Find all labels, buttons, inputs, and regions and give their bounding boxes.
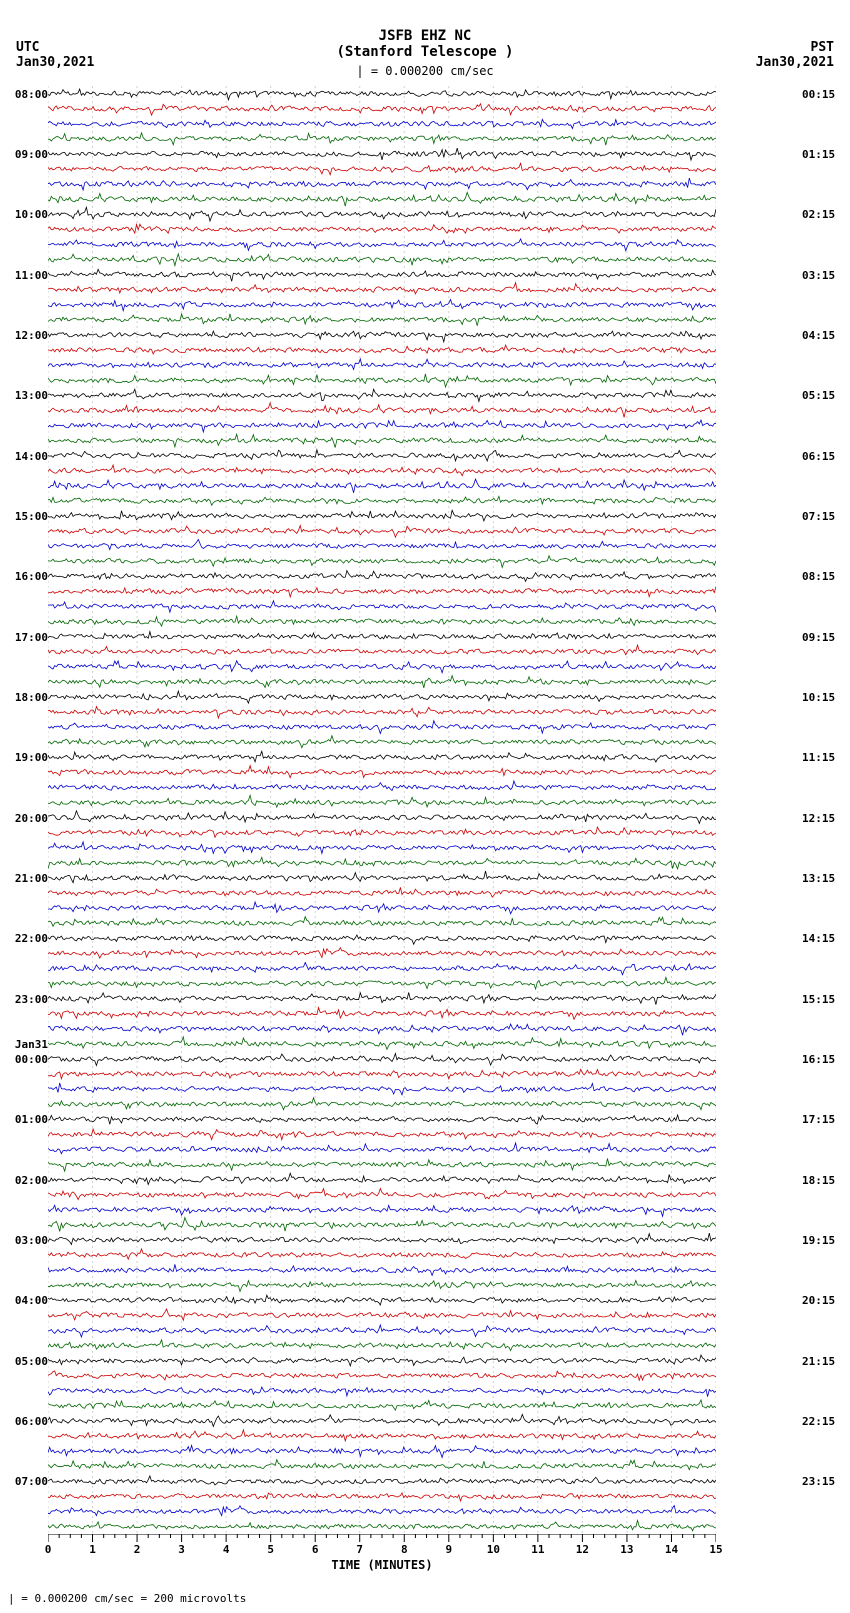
pst-label: 04:15 <box>802 329 835 342</box>
pst-label: 12:15 <box>802 812 835 825</box>
utc-label: 11:00 <box>15 269 48 282</box>
x-axis: TIME (MINUTES) 0123456789101112131415 <box>48 1534 716 1584</box>
utc-label: 08:00 <box>15 88 48 101</box>
pst-label: 03:15 <box>802 269 835 282</box>
pst-label: 11:15 <box>802 751 835 764</box>
utc-label: Jan31 <box>15 1038 48 1051</box>
utc-label: 13:00 <box>15 389 48 402</box>
tz-left-date: Jan30,2021 <box>16 55 94 70</box>
utc-label: 15:00 <box>15 510 48 523</box>
helicorder-plot <box>48 86 716 1534</box>
utc-label: 10:00 <box>15 208 48 221</box>
pst-label: 00:15 <box>802 88 835 101</box>
pst-label: 14:15 <box>802 932 835 945</box>
utc-label: 09:00 <box>15 148 48 161</box>
pst-label: 01:15 <box>802 148 835 161</box>
pst-label: 02:15 <box>802 208 835 221</box>
pst-label: 22:15 <box>802 1415 835 1428</box>
timezone-right: PST Jan30,2021 <box>756 40 834 70</box>
pst-label: 19:15 <box>802 1234 835 1247</box>
timezone-left: UTC Jan30,2021 <box>16 40 94 70</box>
utc-label: 00:00 <box>15 1053 48 1066</box>
pst-label: 17:15 <box>802 1113 835 1126</box>
utc-label: 06:00 <box>15 1415 48 1428</box>
station-name: JSFB EHZ NC <box>0 28 850 44</box>
utc-hour-labels: 08:00 09:00 10:00 11:00 12:00 13:00 14:00 15:00… <box>8 86 48 1534</box>
utc-label: 17:00 <box>15 631 48 644</box>
utc-label: 18:00 <box>15 691 48 704</box>
pst-label: 13:15 <box>802 872 835 885</box>
pst-label: 16:15 <box>802 1053 835 1066</box>
pst-hour-labels: 00:15 01:15 02:15 03:15 04:15 05:15 06:15 07:15… <box>802 86 842 1534</box>
pst-label: 09:15 <box>802 631 835 644</box>
pst-label: 21:15 <box>802 1355 835 1368</box>
utc-label: 05:00 <box>15 1355 48 1368</box>
tz-left-name: UTC <box>16 40 94 55</box>
utc-label: 20:00 <box>15 812 48 825</box>
footer-scale: | = 0.000200 cm/sec = 200 microvolts <box>8 1592 246 1605</box>
pst-label: 05:15 <box>802 389 835 402</box>
scale-bar: | <box>356 64 363 78</box>
tz-right-date: Jan30,2021 <box>756 55 834 70</box>
pst-label: 20:15 <box>802 1294 835 1307</box>
helicorder-svg <box>48 86 716 1534</box>
utc-label: 14:00 <box>15 450 48 463</box>
station-location: (Stanford Telescope ) <box>0 44 850 60</box>
pst-label: 07:15 <box>802 510 835 523</box>
utc-label: 23:00 <box>15 993 48 1006</box>
pst-label: 10:15 <box>802 691 835 704</box>
utc-label: 22:00 <box>15 932 48 945</box>
scale-text: = 0.000200 cm/sec <box>364 64 494 78</box>
utc-label: 16:00 <box>15 570 48 583</box>
utc-label: 02:00 <box>15 1174 48 1187</box>
pst-label: 23:15 <box>802 1475 835 1488</box>
utc-label: 21:00 <box>15 872 48 885</box>
utc-label: 01:00 <box>15 1113 48 1126</box>
pst-label: 18:15 <box>802 1174 835 1187</box>
pst-label: 08:15 <box>802 570 835 583</box>
pst-label: 06:15 <box>802 450 835 463</box>
utc-label: 04:00 <box>15 1294 48 1307</box>
utc-label: 12:00 <box>15 329 48 342</box>
scale-indicator: | = 0.000200 cm/sec <box>0 64 850 78</box>
seismogram-container: JSFB EHZ NC (Stanford Telescope ) | = 0.… <box>0 0 850 1613</box>
utc-label: 07:00 <box>15 1475 48 1488</box>
utc-label: 03:00 <box>15 1234 48 1247</box>
tz-right-name: PST <box>756 40 834 55</box>
x-axis-title: TIME (MINUTES) <box>331 1558 432 1572</box>
header: JSFB EHZ NC (Stanford Telescope ) | = 0.… <box>0 0 850 78</box>
pst-label: 15:15 <box>802 993 835 1006</box>
utc-label: 19:00 <box>15 751 48 764</box>
